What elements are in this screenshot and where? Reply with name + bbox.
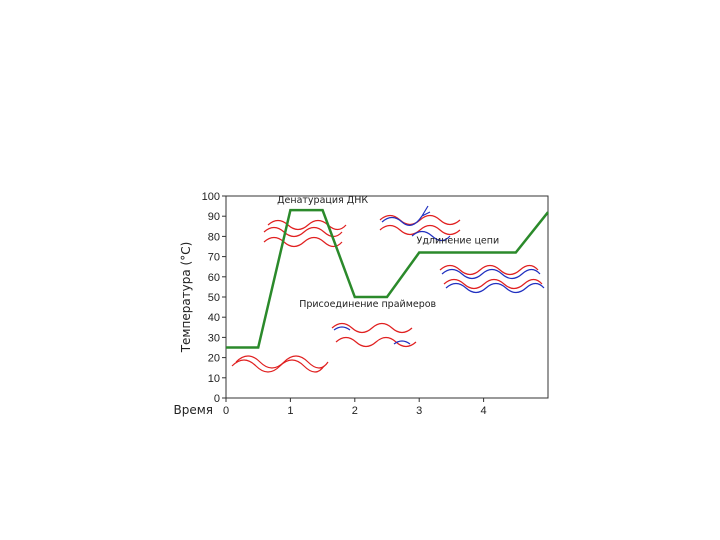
dna-illustration-denaturation bbox=[263, 219, 347, 248]
dna-illustration-elongation-top bbox=[379, 205, 461, 242]
dna-illustration-start bbox=[231, 355, 329, 373]
y-tick-label: 60 bbox=[208, 272, 220, 284]
y-tick-label: 80 bbox=[208, 231, 220, 243]
annotations: Денатурация ДНК Удлинение цепи Присоединен… bbox=[277, 195, 499, 310]
temperature-series-line bbox=[226, 208, 549, 349]
x-tick-label: 2 bbox=[352, 405, 358, 417]
y-tick-label: 10 bbox=[208, 373, 220, 385]
dna-illustration-annealing bbox=[331, 322, 417, 348]
annotation-label: Удлинение цепи bbox=[417, 235, 500, 246]
axes: 0 10 20 30 40 50 60 70 80 90 100 0 1 2 3 4 bbox=[202, 191, 487, 417]
x-axis-label: Время bbox=[173, 403, 213, 417]
y-tick-label: 50 bbox=[208, 292, 220, 304]
y-tick-label: 20 bbox=[208, 353, 220, 365]
y-tick-label: 100 bbox=[202, 191, 220, 203]
x-tick-label: 3 bbox=[416, 405, 422, 417]
annotation-label: Денатурация ДНК bbox=[277, 195, 368, 206]
annotation-label: Присоединение праймеров bbox=[299, 299, 436, 310]
y-axis-label: Температура (°C) bbox=[179, 242, 193, 354]
x-tick-label: 4 bbox=[481, 405, 487, 417]
y-tick-label: 0 bbox=[214, 393, 220, 405]
y-tick-label: 70 bbox=[208, 252, 220, 264]
series-layer bbox=[226, 208, 549, 349]
x-tick-label: 0 bbox=[223, 405, 229, 417]
y-tick-label: 90 bbox=[208, 211, 220, 223]
y-tick-label: 30 bbox=[208, 332, 220, 344]
x-tick-label: 1 bbox=[287, 405, 293, 417]
dna-illustration-elongation-right bbox=[439, 264, 545, 294]
y-tick-label: 40 bbox=[208, 312, 220, 324]
